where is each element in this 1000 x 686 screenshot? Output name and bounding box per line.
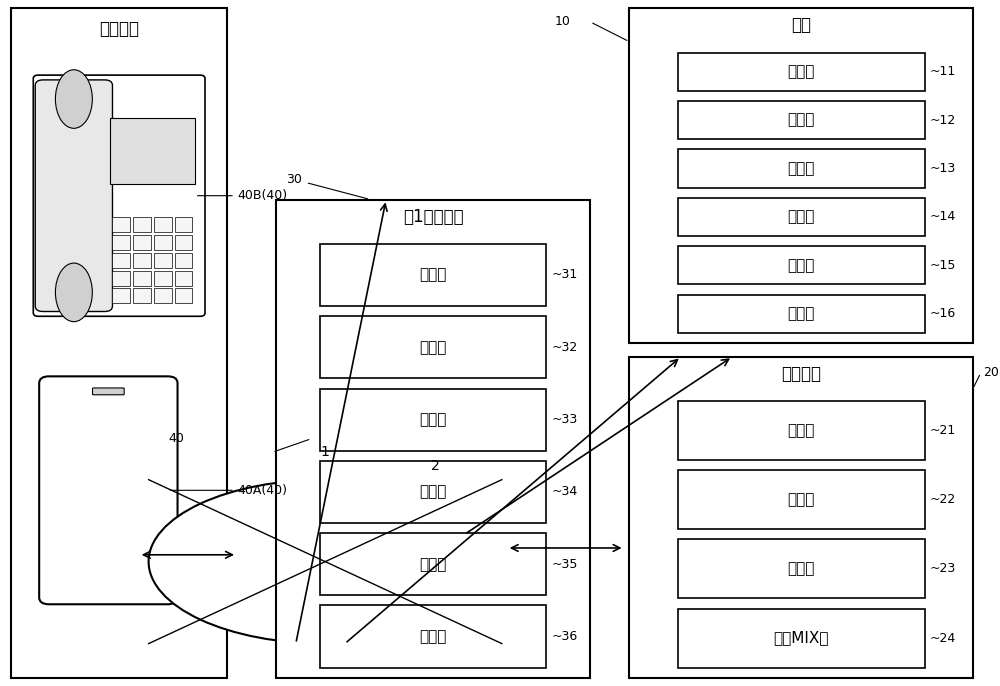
Text: 车辆: 车辆	[791, 16, 811, 34]
Text: ~12: ~12	[930, 114, 956, 127]
FancyBboxPatch shape	[678, 150, 925, 187]
FancyBboxPatch shape	[154, 252, 172, 268]
Text: ~15: ~15	[930, 259, 956, 272]
Text: 控制部: 控制部	[419, 629, 447, 644]
Text: ~34: ~34	[551, 486, 577, 499]
FancyBboxPatch shape	[154, 217, 172, 233]
Text: 存储部: 存储部	[787, 493, 815, 507]
Text: ~24: ~24	[930, 632, 956, 645]
FancyBboxPatch shape	[175, 217, 192, 233]
FancyBboxPatch shape	[35, 80, 112, 311]
FancyBboxPatch shape	[320, 533, 546, 595]
FancyBboxPatch shape	[133, 270, 151, 285]
FancyBboxPatch shape	[678, 608, 925, 667]
FancyBboxPatch shape	[678, 53, 925, 91]
Text: 通信部: 通信部	[787, 64, 815, 79]
FancyBboxPatch shape	[175, 270, 192, 285]
Text: ~21: ~21	[930, 424, 956, 437]
FancyBboxPatch shape	[678, 246, 925, 285]
Ellipse shape	[149, 480, 502, 643]
Text: 控制部: 控制部	[787, 306, 815, 321]
Text: 30: 30	[286, 172, 302, 185]
Text: ~14: ~14	[930, 211, 956, 224]
FancyBboxPatch shape	[276, 200, 590, 678]
FancyBboxPatch shape	[11, 8, 227, 678]
Text: 通信部: 通信部	[787, 423, 815, 438]
FancyBboxPatch shape	[112, 288, 130, 303]
FancyBboxPatch shape	[175, 288, 192, 303]
Text: ~32: ~32	[551, 341, 577, 354]
FancyBboxPatch shape	[110, 119, 195, 184]
Ellipse shape	[55, 70, 92, 128]
FancyBboxPatch shape	[154, 270, 172, 285]
Text: 输出部: 输出部	[419, 484, 447, 499]
FancyBboxPatch shape	[133, 288, 151, 303]
FancyBboxPatch shape	[678, 470, 925, 529]
FancyBboxPatch shape	[112, 270, 130, 285]
Text: 20: 20	[983, 366, 999, 379]
Text: 10: 10	[555, 15, 571, 28]
Text: 控制装置: 控制装置	[781, 365, 821, 383]
FancyBboxPatch shape	[678, 401, 925, 460]
Text: 通信部: 通信部	[419, 268, 447, 283]
FancyBboxPatch shape	[320, 606, 546, 667]
FancyBboxPatch shape	[133, 235, 151, 250]
Text: ~16: ~16	[930, 307, 956, 320]
Text: 电话终端: 电话终端	[99, 20, 139, 38]
Text: ~13: ~13	[930, 162, 956, 175]
FancyBboxPatch shape	[629, 357, 973, 678]
FancyBboxPatch shape	[320, 316, 546, 378]
Text: 第1移动终端: 第1移动终端	[403, 208, 463, 226]
Text: 定位部: 定位部	[419, 340, 447, 355]
FancyBboxPatch shape	[320, 388, 546, 451]
Text: 定位部: 定位部	[787, 113, 815, 128]
Text: ~22: ~22	[930, 493, 956, 506]
FancyBboxPatch shape	[175, 235, 192, 250]
FancyBboxPatch shape	[133, 217, 151, 233]
Text: 2: 2	[431, 459, 440, 473]
Text: 控制部: 控制部	[787, 561, 815, 576]
FancyBboxPatch shape	[320, 244, 546, 306]
FancyBboxPatch shape	[33, 75, 205, 316]
FancyBboxPatch shape	[39, 377, 178, 604]
Text: ~11: ~11	[930, 65, 956, 78]
Text: 40A(40): 40A(40)	[237, 484, 287, 497]
FancyBboxPatch shape	[154, 288, 172, 303]
FancyBboxPatch shape	[678, 101, 925, 139]
Text: ~33: ~33	[551, 413, 577, 426]
Text: 输入部: 输入部	[419, 412, 447, 427]
FancyBboxPatch shape	[93, 388, 124, 394]
Text: ~35: ~35	[551, 558, 578, 571]
Text: ~31: ~31	[551, 268, 577, 281]
FancyBboxPatch shape	[112, 217, 130, 233]
Text: 存储部: 存储部	[787, 258, 815, 273]
Text: ~23: ~23	[930, 563, 956, 576]
FancyBboxPatch shape	[112, 235, 130, 250]
Text: 40: 40	[168, 432, 184, 445]
FancyBboxPatch shape	[133, 252, 151, 268]
Text: 存储部: 存储部	[419, 557, 447, 571]
FancyBboxPatch shape	[112, 252, 130, 268]
Ellipse shape	[55, 263, 92, 322]
Text: 输出部: 输出部	[787, 209, 815, 224]
FancyBboxPatch shape	[320, 461, 546, 523]
FancyBboxPatch shape	[678, 294, 925, 333]
Text: 声音MIX部: 声音MIX部	[773, 630, 829, 646]
Text: 40B(40): 40B(40)	[237, 189, 287, 202]
FancyBboxPatch shape	[678, 539, 925, 598]
FancyBboxPatch shape	[175, 252, 192, 268]
FancyBboxPatch shape	[629, 8, 973, 343]
FancyBboxPatch shape	[678, 198, 925, 236]
Text: ~36: ~36	[551, 630, 577, 643]
Text: 1: 1	[321, 445, 330, 459]
FancyBboxPatch shape	[154, 235, 172, 250]
Text: 输入部: 输入部	[787, 161, 815, 176]
